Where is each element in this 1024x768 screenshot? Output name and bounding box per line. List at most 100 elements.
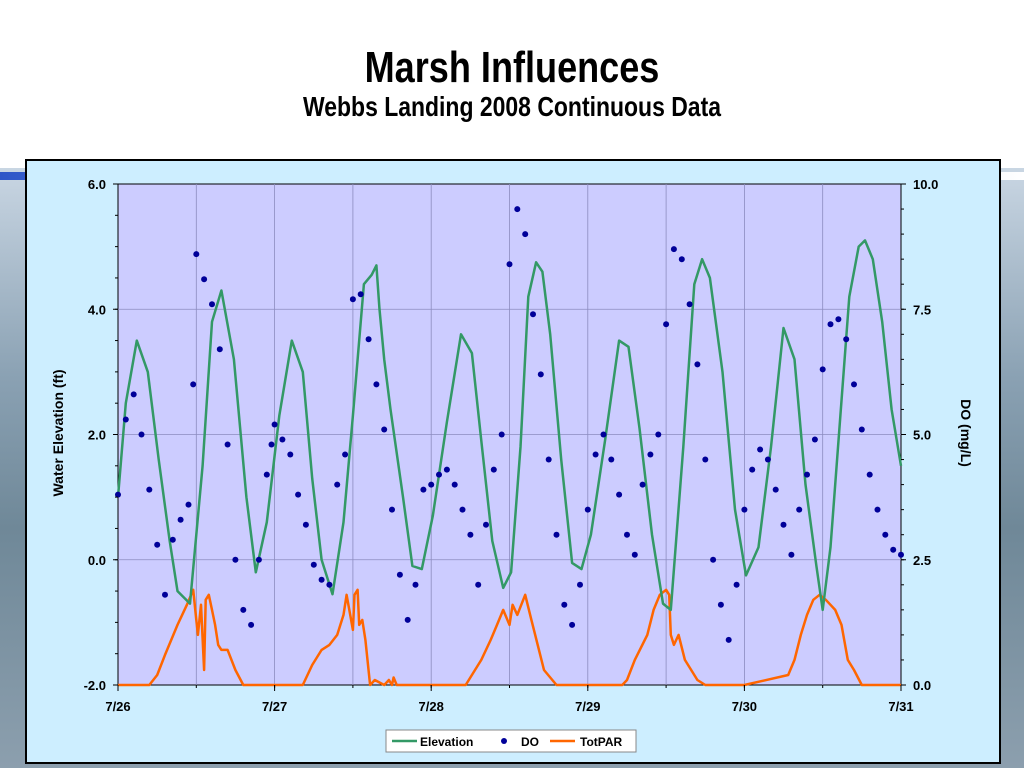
series-do-point	[647, 451, 654, 458]
series-do-point	[749, 466, 756, 473]
chart-svg: -2.00.02.04.06.0 0.02.55.07.510.0 7/26 7/…	[50, 177, 974, 753]
legend-elevation-label: Elevation	[420, 735, 473, 749]
series-do-point	[451, 481, 458, 488]
series-do-point	[373, 381, 380, 388]
slide-subtitle: Webbs Landing 2008 Continuous Data	[302, 91, 721, 122]
series-do-point	[443, 466, 450, 473]
legend: Elevation DO TotPAR	[385, 729, 637, 753]
series-do-point	[530, 311, 536, 318]
series-do-point	[146, 486, 153, 493]
series-layer	[115, 206, 904, 687]
series-do-point	[624, 531, 630, 538]
series-do-point	[404, 616, 411, 623]
x-tick-label: 7/28	[419, 699, 444, 714]
series-do-point	[115, 491, 121, 498]
series-do-point	[389, 506, 395, 513]
slide-title: Marsh Influences	[364, 43, 660, 92]
series-do-point	[295, 491, 302, 498]
series-do-point	[796, 506, 803, 513]
series-do-point	[436, 471, 442, 478]
series-do-point	[122, 416, 129, 423]
series-do-point	[874, 506, 881, 513]
left-axis-title: Water Elevation (ft)	[50, 369, 66, 496]
series-do-point	[412, 581, 419, 588]
left-tick-label: -2.0	[84, 678, 106, 693]
series-do-point	[757, 446, 764, 453]
series-do-point	[866, 471, 873, 478]
series-do-point	[467, 531, 474, 538]
left-tick-label: 2.0	[88, 428, 106, 443]
right-axis-ticks: 0.0 2.5 5.0 7.5 10.0	[901, 177, 938, 693]
series-do-point	[827, 321, 834, 328]
series-do-point	[702, 456, 709, 463]
left-tick-label: 0.0	[88, 553, 106, 568]
series-do-point	[545, 456, 552, 463]
right-axis-title: DO (mg/L)	[958, 399, 974, 467]
series-do-point	[772, 486, 779, 493]
series-do-point	[490, 466, 497, 473]
series-do-point	[733, 581, 740, 588]
series-do-point	[670, 246, 677, 253]
x-tick-label: 7/30	[732, 699, 757, 714]
series-do-point	[326, 581, 333, 588]
series-do-point	[663, 321, 670, 328]
series-do-point	[193, 251, 200, 258]
series-do-point	[537, 371, 544, 378]
series-do-point	[342, 451, 349, 458]
series-do-point	[780, 521, 787, 528]
series-do-point	[209, 301, 215, 308]
series-do-point	[271, 421, 278, 428]
series-do-point	[498, 431, 505, 438]
series-do-point	[216, 346, 223, 353]
series-do-point	[130, 391, 137, 398]
series-do-point	[577, 581, 583, 588]
series-do-point	[232, 556, 239, 563]
left-axis-ticks: -2.0 0.0 2.0 4.0 6.0	[84, 177, 118, 693]
series-do-point	[710, 556, 717, 563]
series-do-point	[255, 556, 262, 563]
series-do-point	[788, 551, 795, 558]
series-do-point	[631, 551, 638, 558]
series-do-point	[890, 546, 897, 553]
series-do-point	[592, 451, 599, 458]
series-do-point	[420, 486, 427, 493]
series-do-point	[349, 296, 356, 303]
series-do-point	[678, 256, 685, 263]
series-do-point	[240, 606, 247, 613]
series-do-point	[717, 601, 724, 608]
series-do-point	[600, 431, 607, 438]
series-do-point	[381, 426, 388, 433]
x-tick-label: 7/26	[105, 699, 130, 714]
series-do-point	[898, 551, 904, 558]
series-elevation-line	[116, 239, 903, 612]
right-tick-label: 0.0	[913, 678, 931, 693]
series-do-point	[357, 291, 364, 298]
series-do-point	[428, 481, 435, 488]
series-do-point	[694, 361, 701, 368]
series-do-point	[483, 521, 489, 528]
series-do-point	[584, 506, 591, 513]
series-do-point	[655, 431, 662, 438]
series-do-point	[201, 276, 208, 283]
series-do-point	[185, 501, 192, 508]
right-tick-label: 5.0	[913, 428, 931, 443]
series-do-point	[819, 366, 826, 373]
series-totpar-line	[118, 588, 901, 687]
series-do-point	[514, 206, 521, 213]
series-do-point	[263, 471, 270, 478]
series-do-point	[639, 481, 646, 488]
legend-box	[385, 729, 637, 753]
series-do-point	[616, 491, 623, 498]
series-do-point	[334, 481, 341, 488]
series-do-point	[224, 441, 231, 448]
left-tick-label: 6.0	[88, 177, 106, 192]
series-do-point	[851, 381, 857, 388]
series-do-point	[162, 591, 168, 598]
right-tick-label: 10.0	[913, 177, 938, 192]
right-tick-label: 7.5	[913, 302, 931, 317]
series-do-point	[522, 231, 529, 238]
series-do-point	[811, 436, 818, 443]
x-tick-label: 7/29	[575, 699, 600, 714]
series-do-point	[804, 471, 810, 478]
series-do-point	[475, 581, 482, 588]
